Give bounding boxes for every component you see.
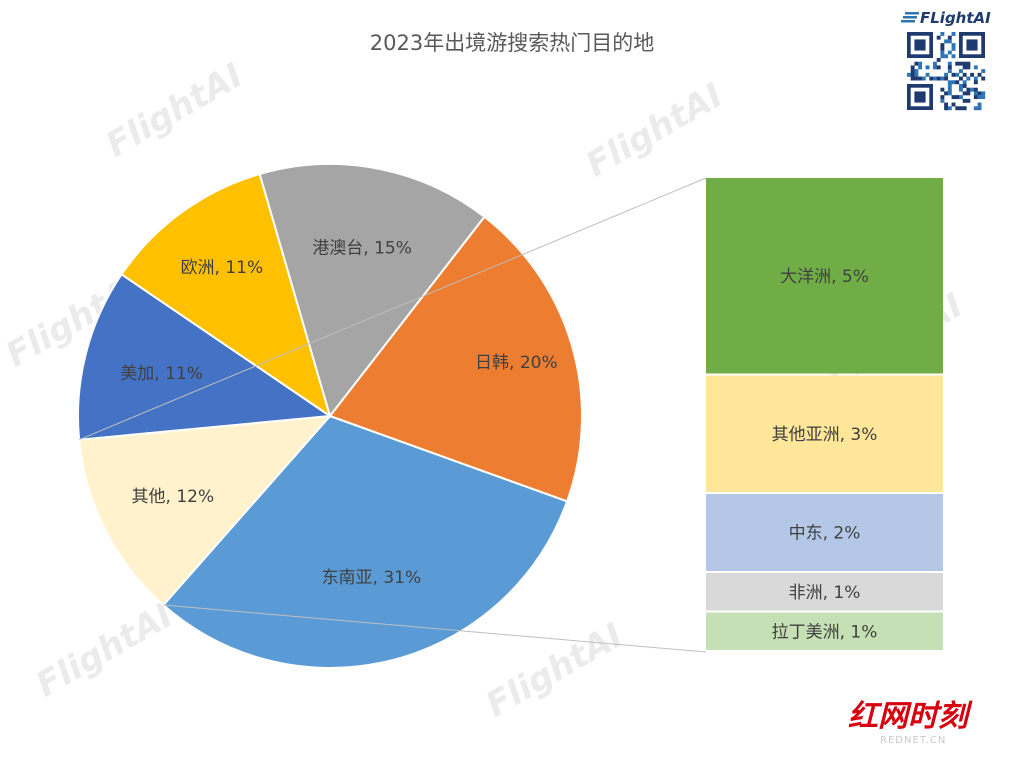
pie-label: 欧洲, 11%: [181, 258, 264, 278]
pie-label: 港澳台, 15%: [312, 239, 412, 259]
pie-label: 日韩, 20%: [475, 353, 558, 373]
breakdown-label: 非洲, 1%: [789, 583, 861, 603]
breakdown-label: 其他亚洲, 3%: [772, 425, 878, 445]
logo-text: FLightAI: [920, 9, 991, 27]
logo-stripe-icon: [901, 20, 915, 23]
rednet-logo: 红网时刻 REDNET.CN: [848, 699, 973, 746]
flightai-logo: FLightAI: [901, 9, 991, 27]
logo-stripe-icon: [903, 16, 917, 19]
breakdown-label: 大洋洲, 5%: [780, 267, 869, 287]
breakdown-bar: [706, 178, 943, 650]
logo-stripe-icon: [905, 12, 919, 15]
pie-label: 其他, 12%: [132, 487, 215, 507]
watermark-text: FlightAI: [99, 56, 249, 166]
watermark-text: FlightAI: [579, 76, 729, 186]
breakdown-label: 拉丁美洲, 1%: [772, 622, 878, 642]
chart-title: 2023年出境游搜索热门目的地: [370, 31, 654, 55]
qr-code-icon: [907, 32, 985, 110]
pie-label: 东南亚, 31%: [322, 568, 422, 588]
breakdown-label: 中东, 2%: [789, 524, 861, 544]
rednet-logo-text: 红网时刻: [848, 699, 973, 734]
watermark-text: FlightAI: [479, 616, 629, 726]
rednet-url: REDNET.CN: [880, 735, 946, 746]
pie-label: 美加, 11%: [120, 364, 203, 384]
watermark-text: FlightAI: [29, 596, 179, 706]
